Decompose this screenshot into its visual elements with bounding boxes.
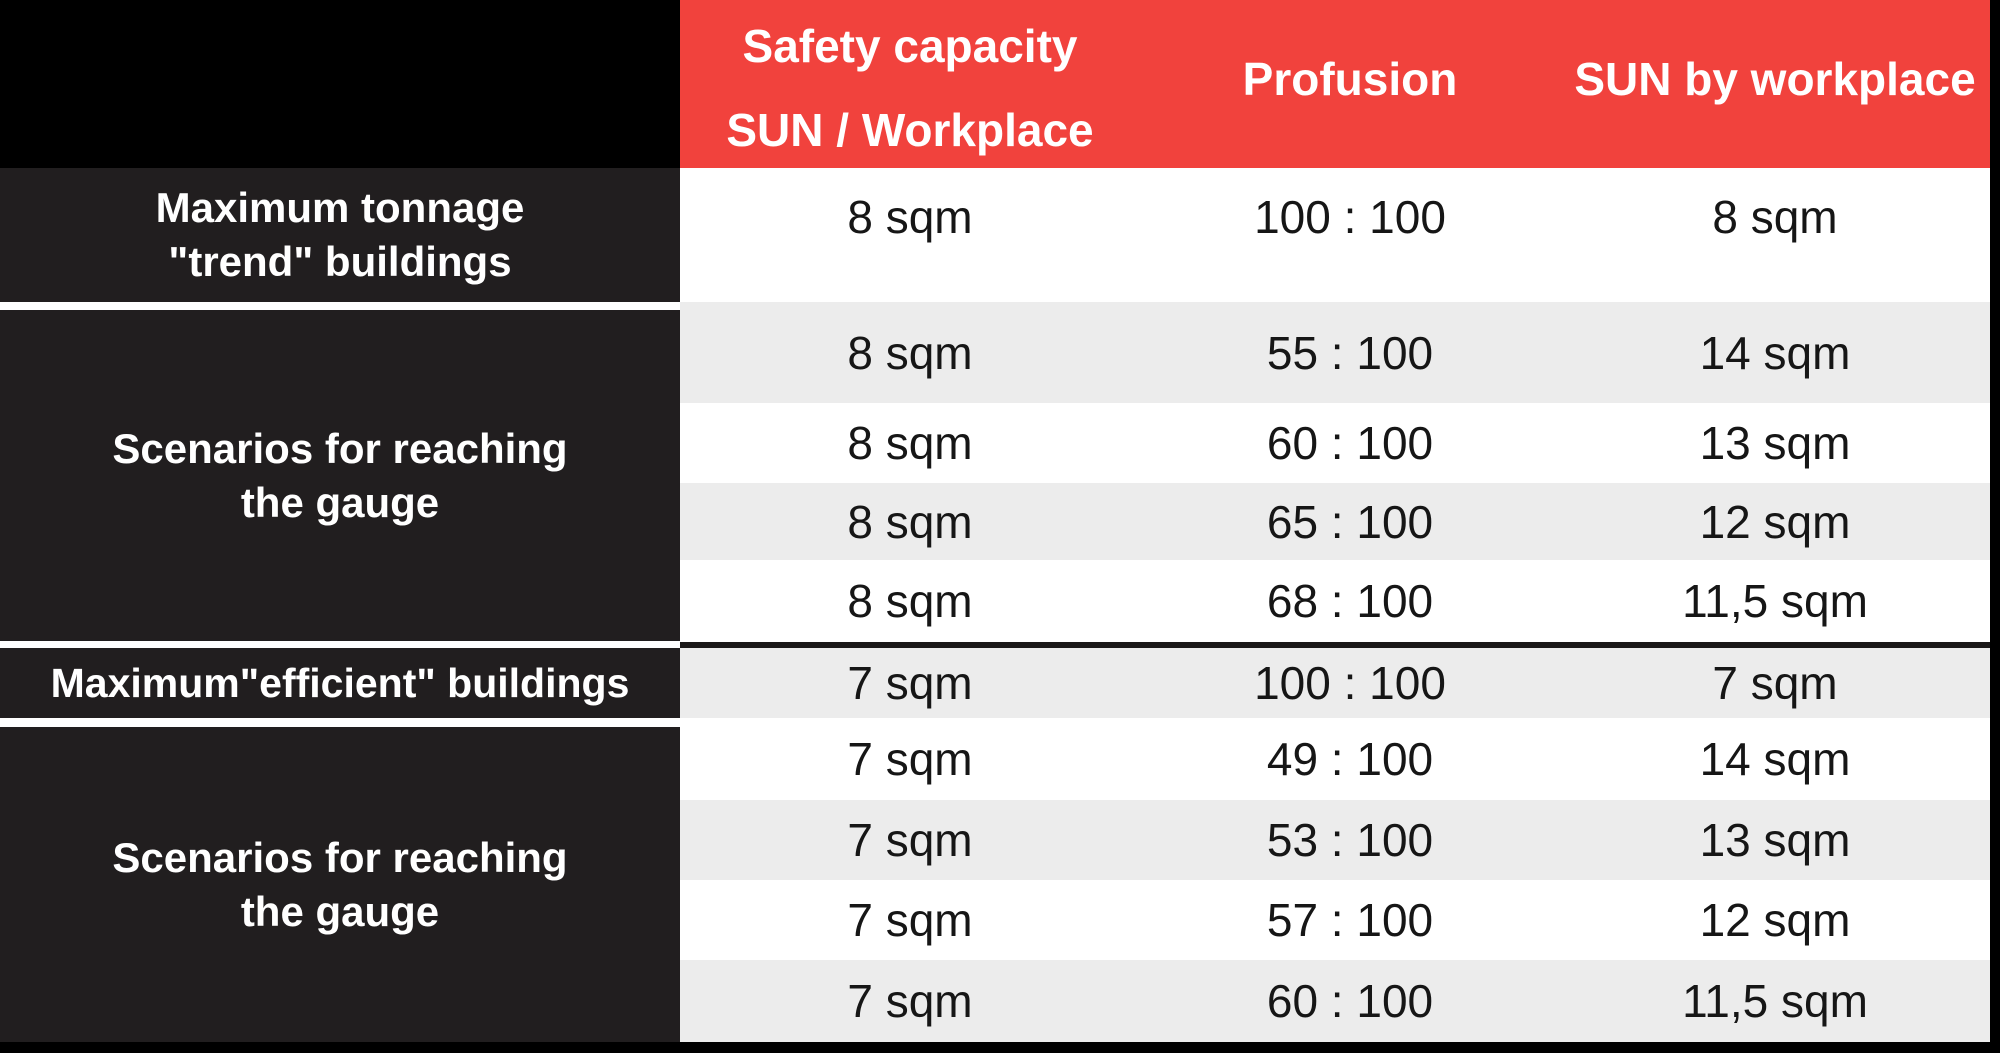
table-row: 8 sqm 100 : 100 8 sqm: [680, 168, 1990, 302]
cell-sun: 11,5 sqm: [1560, 960, 1990, 1042]
label-line: Scenarios for reaching: [112, 833, 568, 881]
corner-cell: [0, 0, 680, 168]
header-sun-by-workplace: SUN by workplace: [1574, 53, 1976, 105]
row-group-label-max-efficient: Maximum"efficient" buildings: [0, 648, 680, 718]
label-line: "trend" buildings: [168, 238, 512, 285]
cell-profusion: 100 : 100: [1140, 648, 1560, 718]
label-separator: [0, 302, 680, 310]
cell-profusion: 60 : 100: [1140, 403, 1560, 483]
table-header: Safety capacity SUN / Workplace Profusio…: [680, 0, 1990, 168]
cell-sun: 14 sqm: [1560, 302, 1990, 403]
cell-profusion: 55 : 100: [1140, 302, 1560, 403]
header-line: Safety capacity: [742, 20, 1078, 72]
table-row: 7 sqm 60 : 100 11,5 sqm: [680, 960, 1990, 1042]
cell-sun: 12 sqm: [1560, 483, 1990, 560]
cell-profusion: 49 : 100: [1140, 718, 1560, 800]
table-row: 8 sqm 55 : 100 14 sqm: [680, 302, 1990, 403]
cell-capacity: 8 sqm: [680, 483, 1140, 560]
cell-profusion: 100 : 100: [1140, 168, 1560, 302]
cell-capacity: 7 sqm: [680, 960, 1140, 1042]
cell-capacity: 7 sqm: [680, 648, 1140, 718]
cell-profusion: 53 : 100: [1140, 800, 1560, 880]
cell-profusion: 60 : 100: [1140, 960, 1560, 1042]
table-row: 8 sqm 60 : 100 13 sqm: [680, 403, 1990, 483]
label-separator: [0, 641, 680, 648]
section-divider: [680, 642, 1990, 648]
cell-capacity: 8 sqm: [680, 403, 1140, 483]
table-row: 7 sqm 100 : 100 7 sqm: [680, 648, 1990, 718]
row-group-label-max-trend: Maximum tonnage "trend" buildings: [0, 168, 680, 302]
label-line: Maximum"efficient" buildings: [50, 660, 630, 706]
cell-profusion: 57 : 100: [1140, 880, 1560, 960]
header-line: SUN / Workplace: [726, 104, 1094, 156]
cell-capacity: 7 sqm: [680, 718, 1140, 800]
cell-capacity: 7 sqm: [680, 880, 1140, 960]
table-row: 7 sqm 49 : 100 14 sqm: [680, 718, 1990, 800]
table-row: 8 sqm 68 : 100 11,5 sqm: [680, 560, 1990, 642]
row-group-label-scenarios-2: Scenarios for reaching the gauge: [0, 727, 680, 1042]
table-row: 7 sqm 57 : 100 12 sqm: [680, 880, 1990, 960]
label-line: the gauge: [240, 887, 440, 935]
cell-capacity: 7 sqm: [680, 800, 1140, 880]
label-line: Scenarios for reaching: [112, 424, 568, 472]
cell-profusion: 68 : 100: [1140, 560, 1560, 642]
table-row: 7 sqm 53 : 100 13 sqm: [680, 800, 1990, 880]
cell-sun: 14 sqm: [1560, 718, 1990, 800]
row-group-label-scenarios-1: Scenarios for reaching the gauge: [0, 310, 680, 641]
header-safety-capacity: Safety capacity SUN / Workplace: [680, 0, 1140, 168]
label-separator: [0, 718, 680, 727]
cell-sun: 13 sqm: [1560, 403, 1990, 483]
cell-sun: 13 sqm: [1560, 800, 1990, 880]
cell-sun: 8 sqm: [1560, 168, 1990, 302]
cell-capacity: 8 sqm: [680, 302, 1140, 403]
cell-sun: 12 sqm: [1560, 880, 1990, 960]
cell-sun: 11,5 sqm: [1560, 560, 1990, 642]
label-line: Maximum tonnage: [155, 184, 525, 231]
cell-profusion: 65 : 100: [1140, 483, 1560, 560]
header-profusion: Profusion: [1242, 53, 1458, 105]
cell-capacity: 8 sqm: [680, 560, 1140, 642]
table-row: 8 sqm 65 : 100 12 sqm: [680, 483, 1990, 560]
cell-sun: 7 sqm: [1560, 648, 1990, 718]
cell-capacity: 8 sqm: [680, 168, 1140, 302]
label-line: the gauge: [240, 478, 440, 526]
